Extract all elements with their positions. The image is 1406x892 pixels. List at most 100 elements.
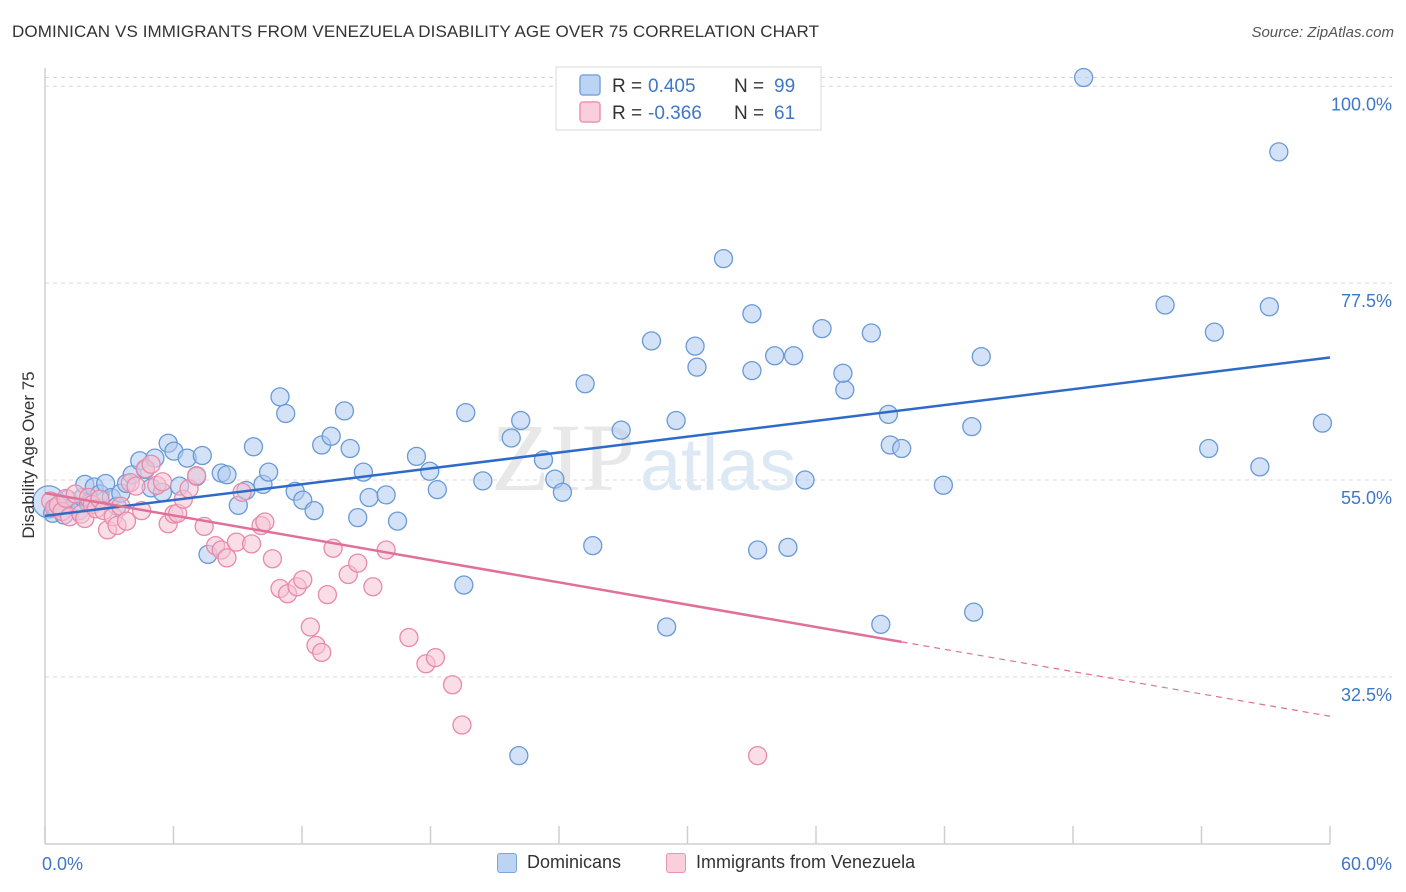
dominicans-point [575, 374, 595, 394]
x-tick-label: 0.0% [42, 854, 83, 874]
dominicans-point [552, 482, 573, 502]
dominicans-point [933, 475, 954, 495]
dominicans-point [454, 575, 474, 595]
venezuela-trend-line-extension [901, 641, 1331, 717]
dominicans-trend-line [44, 356, 1331, 518]
dominicans-point [747, 540, 768, 560]
stats-legend: R = 0.405 N = 99 R = -0.366 N = 61 [555, 66, 822, 131]
dominicans-point [611, 420, 631, 440]
dominicans-point [657, 617, 677, 637]
dominicans-point [687, 357, 707, 377]
bottom-legend: Dominicans Immigrants from Venezuela [0, 852, 1406, 878]
dominicans-point [427, 479, 447, 500]
dominicans-point [1204, 322, 1225, 342]
dominicans-point [833, 363, 853, 383]
dominicans-point [871, 614, 891, 635]
dominicans-point [348, 507, 368, 528]
data-points [32, 67, 1333, 766]
dominicans-point [1155, 295, 1175, 315]
legend-swatch-blue [497, 852, 517, 873]
venezuela-point [442, 675, 463, 695]
stats-n-label: N = [734, 76, 764, 97]
dominicans-point [456, 402, 476, 423]
axes [44, 68, 1331, 845]
dominicans-point [321, 426, 341, 446]
venezuela-point [152, 472, 173, 492]
dominicans-point [420, 461, 440, 481]
dominicans-point [217, 465, 237, 485]
axis-labels: 100.0% 77.5% 55.0% 32.5% 0.0% 60.0% Disability… [19, 94, 1392, 874]
source-label: Source: ZipAtlas.com [1251, 24, 1394, 41]
dominicans-point [878, 404, 899, 425]
venezuela-point [293, 570, 313, 590]
dominicans-point [340, 438, 360, 459]
dominicans-point [685, 336, 705, 356]
dominicans-point [243, 437, 264, 457]
legend-label-venezuela: Immigrants from Venezuela [696, 852, 916, 872]
stats-n-value: 61 [774, 103, 795, 124]
dominicans-point [765, 346, 785, 366]
venezuela-point [217, 548, 237, 568]
dominicans-point [861, 323, 881, 343]
dominicans-point [783, 346, 804, 366]
gridlines [45, 77, 1392, 678]
dominicans-point [742, 360, 762, 381]
venezuela-point [425, 647, 446, 668]
dominicans-point [387, 511, 408, 531]
legend-item-dominicans[interactable]: Dominicans [497, 852, 621, 873]
dominicans-point [835, 380, 855, 400]
venezuela-trend-line [44, 491, 902, 644]
dominicans-point [376, 485, 396, 505]
venezuela-point [255, 512, 275, 532]
stats-r-label: R = [612, 76, 642, 97]
dominicans-point [509, 745, 529, 766]
dominicans-point [795, 470, 815, 490]
dominicans-point [1199, 438, 1219, 459]
venezuela-point [141, 454, 161, 474]
venezuela-point [317, 584, 338, 605]
dominicans-point [641, 331, 662, 351]
dominicans-point [473, 471, 493, 491]
dominicans-point [192, 445, 212, 466]
dominicans-point [713, 248, 734, 269]
stats-r-label: R = [612, 103, 642, 124]
venezuela-point [262, 549, 283, 569]
venezuela-point [399, 627, 419, 648]
legend-swatch-pink [666, 852, 686, 873]
venezuela-point [126, 476, 146, 496]
dominicans-point [406, 446, 427, 467]
dominicans-point [778, 537, 798, 558]
venezuela-point [312, 642, 332, 663]
dominicans-point [583, 535, 603, 556]
dominicans-point [270, 387, 290, 407]
chart-title: DOMINICAN VS IMMIGRANTS FROM VENEZUELA D… [12, 22, 820, 41]
legend-item-venezuela[interactable]: Immigrants from Venezuela [666, 852, 915, 873]
dominicans-point [962, 416, 982, 437]
dominicans-point [666, 410, 686, 431]
y-tick-label: 100.0% [1331, 94, 1392, 114]
dominicans-point [1259, 297, 1280, 317]
dominicans-point [1073, 67, 1094, 88]
venezuela-point [363, 577, 383, 597]
dominicans-point [892, 438, 912, 459]
dominicans-point [359, 487, 379, 508]
venezuela-point [747, 745, 768, 766]
dominicans-point [964, 602, 984, 622]
dominicans-point [334, 401, 355, 421]
stats-n-value: 99 [774, 76, 795, 97]
dominicans-point [276, 403, 296, 424]
dominicans-point [1269, 142, 1289, 162]
dominicans-point [812, 318, 832, 339]
y-tick-label: 32.5% [1341, 685, 1392, 705]
venezuela-point [300, 617, 320, 637]
x-tick-label: 60.0% [1341, 854, 1392, 874]
venezuela-point [241, 534, 262, 554]
y-axis-title: Disability Age Over 75 [19, 371, 38, 538]
dominicans-point [501, 428, 521, 448]
venezuela-point [348, 553, 368, 573]
legend-label-dominicans: Dominicans [527, 852, 622, 872]
stats-r-value: -0.366 [648, 103, 702, 124]
stats-swatch-blue [579, 74, 601, 96]
stats-swatch-pink [579, 101, 601, 123]
